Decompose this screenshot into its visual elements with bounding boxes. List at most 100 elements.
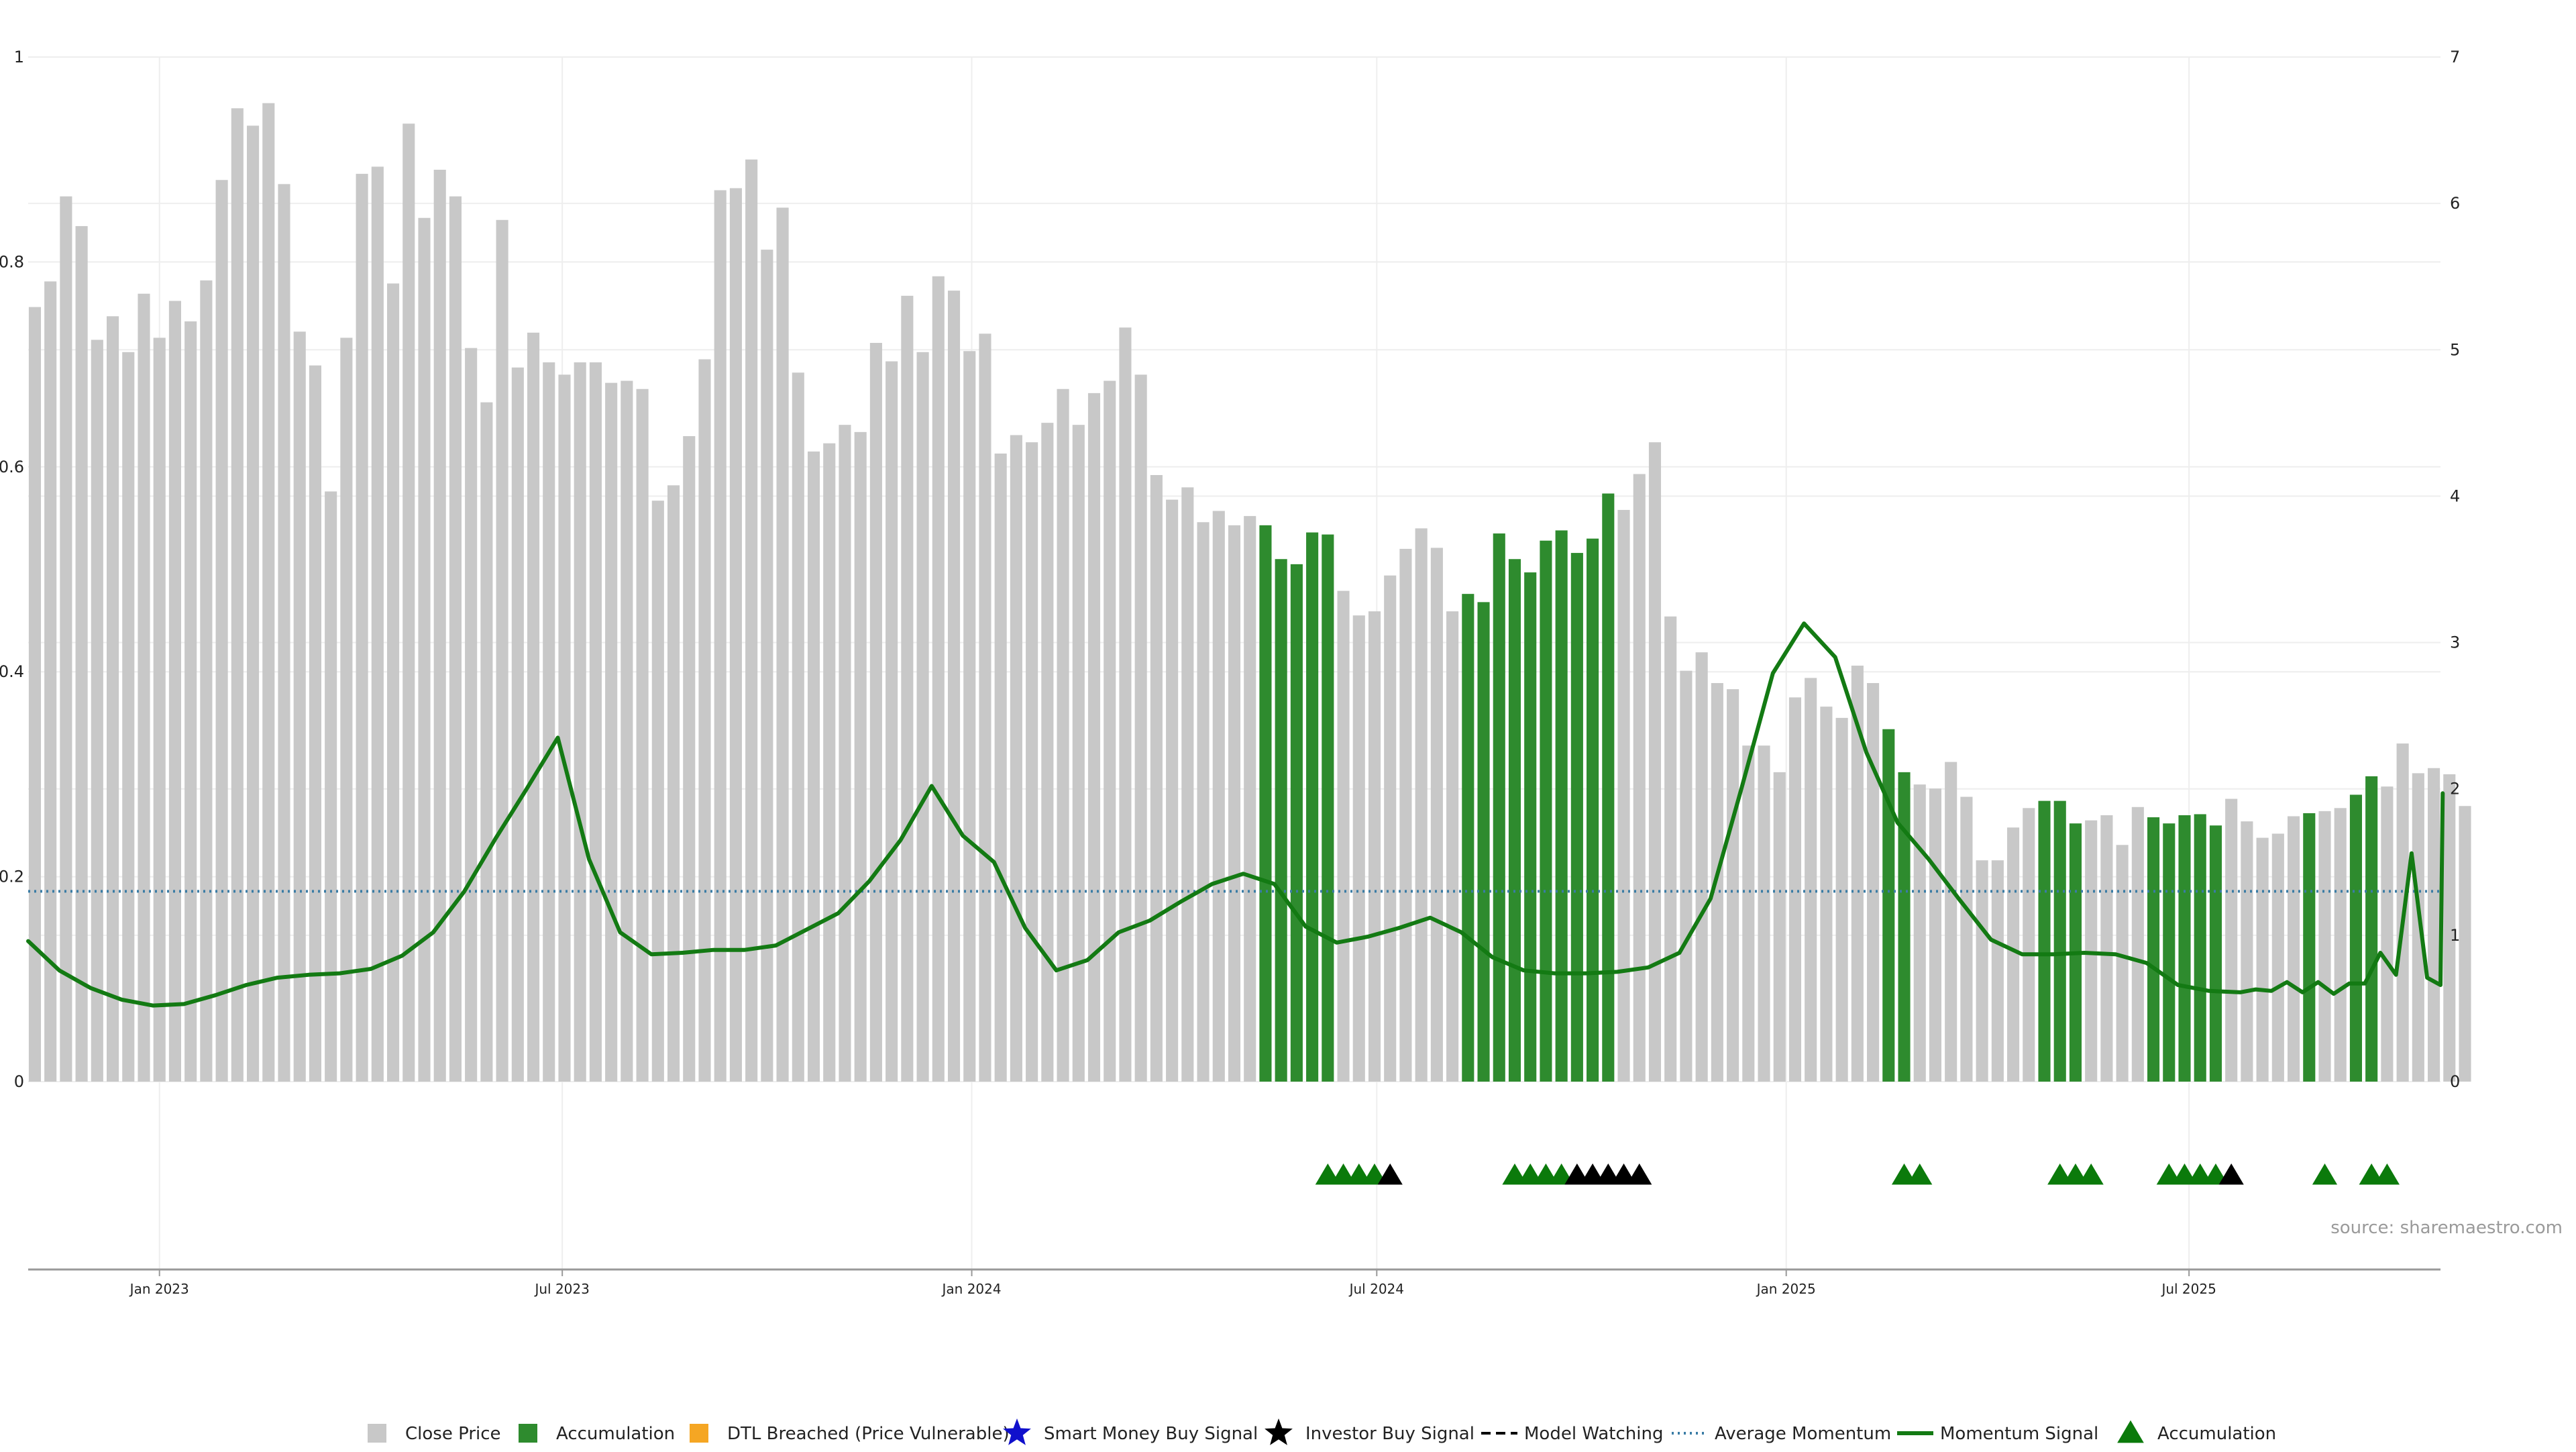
y-right-tick-label: 2	[2450, 780, 2460, 798]
close-price-bar	[1960, 796, 1973, 1082]
investor-buy-marker	[1377, 1163, 1403, 1185]
close-price-bar	[1415, 528, 1428, 1082]
close-price-bar	[1929, 788, 1942, 1082]
close-price-bar	[75, 225, 88, 1082]
accumulation-bar	[1570, 553, 1583, 1082]
close-price-bar	[1104, 380, 1116, 1082]
legend-label: Average Momentum	[1715, 1424, 1891, 1444]
accumulation-bar	[1322, 534, 1334, 1082]
bars-layer	[28, 103, 2471, 1082]
close-price-bar	[1851, 666, 1864, 1082]
close-price-bar	[153, 338, 166, 1082]
close-price-bar	[527, 332, 540, 1082]
lines-layer	[26, 621, 2445, 1008]
close-price-bar	[1072, 425, 1085, 1082]
close-price-bar	[683, 435, 696, 1082]
close-price-bar	[1337, 590, 1350, 1082]
accumulation-bar	[1540, 540, 1552, 1082]
accumulation-bar	[1587, 538, 1599, 1082]
close-price-bar	[1617, 509, 1630, 1082]
close-price-bar	[932, 276, 945, 1082]
legend-item-dtl-breached: DTL Breached (Price Vulnerable)	[690, 1424, 1010, 1444]
accumulation-bar	[2303, 813, 2316, 1082]
close-price-bar	[1010, 435, 1022, 1082]
close-price-bar	[869, 343, 882, 1082]
close-price-bar	[1945, 762, 1957, 1082]
investor-buy-marker	[2218, 1163, 2244, 1185]
accumulation-marker	[2312, 1163, 2338, 1185]
close-price-bar	[2427, 768, 2440, 1082]
close-price-bar	[2131, 807, 2144, 1082]
close-price-bar	[1788, 697, 1802, 1082]
close-price-bar	[761, 250, 773, 1082]
close-price-bar	[994, 453, 1007, 1082]
accumulation-bar	[2163, 823, 2176, 1082]
close-price-bar	[1991, 860, 2004, 1082]
legend-label: Smart Money Buy Signal	[1044, 1424, 1258, 1444]
legend-item-investor-buy: Investor Buy Signal	[1265, 1418, 1474, 1445]
legend-label: DTL Breached (Price Vulnerable)	[727, 1424, 1010, 1444]
accumulation-bar	[1524, 572, 1537, 1082]
close-price-bar	[2116, 845, 2129, 1082]
y-left-tick-label: 0.6	[0, 458, 24, 476]
close-price-bar	[511, 367, 524, 1082]
source-label: source: sharemaestro.com	[2330, 1218, 2563, 1238]
close-price-bar	[1742, 745, 1755, 1082]
close-price-bar	[1057, 388, 1069, 1082]
close-price-bar	[1648, 442, 1662, 1082]
close-price-bar	[293, 331, 306, 1082]
close-price-bar	[278, 184, 290, 1082]
close-price-bar	[574, 362, 586, 1082]
close-price-bar	[138, 293, 150, 1082]
accumulation-bar	[1259, 525, 1272, 1082]
accumulation-bar	[1882, 729, 1895, 1082]
close-price-bar	[2241, 821, 2253, 1082]
accumulation-bar	[1462, 594, 1474, 1082]
y-left-tick-label: 1	[14, 48, 24, 66]
legend-item-smart-money: Smart Money Buy Signal	[1003, 1418, 1258, 1445]
close-price-bar	[231, 108, 244, 1082]
close-price-bar	[1805, 678, 1817, 1082]
accumulation-bar	[1306, 532, 1319, 1082]
close-price-bar	[589, 362, 602, 1082]
legend-star-icon	[1265, 1418, 1293, 1445]
close-price-bar	[1633, 474, 1646, 1082]
legend-triangle-icon	[2117, 1420, 2144, 1443]
accumulation-bar	[1898, 772, 1911, 1082]
close-price-bar	[1976, 860, 1988, 1082]
close-price-bar	[1384, 575, 1397, 1082]
close-price-bar	[215, 180, 228, 1082]
close-price-bar	[1446, 611, 1459, 1082]
close-price-bar	[558, 374, 571, 1082]
y-right-tick-label: 5	[2450, 340, 2460, 359]
close-price-bar	[1430, 548, 1443, 1082]
close-price-bar	[885, 361, 898, 1082]
y-right-tick-label: 4	[2450, 486, 2460, 505]
close-price-bar	[371, 166, 384, 1082]
close-price-bar	[916, 352, 929, 1082]
close-price-bar	[1913, 784, 1926, 1082]
close-price-bar	[947, 291, 961, 1082]
close-price-bar	[200, 280, 213, 1082]
close-price-bar	[1181, 487, 1194, 1082]
close-price-bar	[807, 451, 820, 1082]
legend-item-momentum-signal: Momentum Signal	[1897, 1424, 2098, 1444]
close-price-bar	[480, 402, 493, 1082]
legend-swatch	[368, 1424, 386, 1443]
close-price-bar	[2256, 837, 2269, 1082]
axes-layer: 0 0.2 0.4 0.6 0.8 1 0 1 2 3 4 5 6 7 Jan 2023 Jul 2023 Ja…	[0, 48, 2460, 1297]
y-right-tick-label: 6	[2450, 194, 2460, 213]
y-right-tick-label: 3	[2450, 633, 2460, 652]
close-price-bar	[402, 123, 415, 1082]
legend-item-accumulation-marker: Accumulation	[2117, 1420, 2276, 1444]
close-price-bar	[823, 443, 836, 1082]
close-price-bar	[1758, 745, 1770, 1082]
close-price-bar	[1368, 611, 1381, 1082]
close-price-bar	[246, 125, 260, 1082]
close-price-bar	[2225, 798, 2238, 1082]
close-price-bar	[2412, 773, 2424, 1082]
close-price-bar	[792, 372, 804, 1082]
close-price-bar	[963, 351, 976, 1082]
close-price-bar	[605, 382, 618, 1082]
accumulation-bar	[2209, 825, 2222, 1082]
